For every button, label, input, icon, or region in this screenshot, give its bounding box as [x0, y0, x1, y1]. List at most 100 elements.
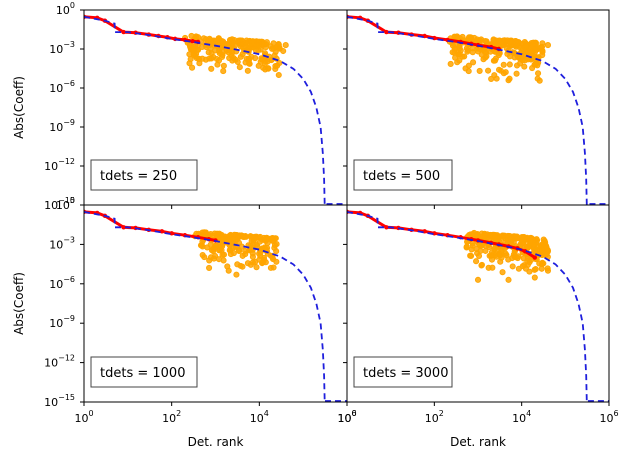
orange-point: [225, 267, 232, 274]
orange-point: [249, 259, 256, 266]
orange-point: [186, 51, 193, 58]
orange-point: [249, 253, 256, 260]
y-tick-label: 10−15: [44, 196, 75, 212]
orange-point: [455, 51, 462, 58]
x-axis-label: Det. rank: [188, 435, 244, 449]
orange-point: [493, 75, 500, 82]
orange-point: [189, 64, 196, 71]
orange-point: [271, 244, 278, 251]
orange-point: [524, 261, 531, 269]
orange-point: [459, 33, 466, 40]
orange-point: [511, 233, 519, 240]
orange-point: [474, 276, 482, 283]
chart-panel-2: tdets = 500: [343, 9, 610, 209]
y-tick-label: 100: [56, 196, 75, 212]
orange-point: [454, 59, 461, 66]
orange-point: [211, 252, 219, 259]
red-trace: [84, 15, 199, 44]
orange-point: [229, 36, 236, 43]
orange-point: [483, 53, 490, 60]
y-axis-label: Abs(Coeff): [12, 76, 26, 139]
orange-point: [190, 43, 197, 50]
orange-point: [280, 47, 287, 55]
legend: tdets = 250: [90, 159, 198, 191]
orange-point: [532, 237, 539, 245]
orange-point: [489, 233, 496, 240]
orange-point: [239, 51, 246, 58]
orange-point: [477, 247, 484, 255]
orange-point: [496, 50, 503, 57]
orange-point: [269, 254, 276, 261]
orange-point: [496, 37, 503, 44]
orange-point: [482, 247, 489, 254]
orange-point: [544, 267, 552, 274]
orange-point: [242, 247, 249, 255]
orange-point: [488, 75, 495, 82]
legend-box: [90, 356, 198, 388]
orange-point: [543, 246, 550, 253]
orange-point: [252, 54, 259, 62]
orange-point: [256, 250, 263, 257]
orange-point: [539, 240, 547, 247]
orange-point: [500, 61, 507, 68]
orange-point: [512, 40, 519, 47]
y-tick-label: 10−6: [49, 79, 75, 95]
orange-point: [226, 246, 234, 253]
orange-point: [504, 37, 511, 44]
orange-point: [249, 234, 256, 241]
orange-point: [213, 55, 220, 63]
legend-label: tdets = 1000: [100, 366, 185, 381]
legend-box: [353, 356, 453, 388]
orange-point: [491, 57, 499, 64]
x-tick-label: 102: [162, 409, 181, 425]
orange-point: [273, 43, 280, 50]
orange-point: [513, 62, 521, 69]
orange-point: [521, 63, 528, 70]
orange-point: [261, 256, 268, 263]
legend: tdets = 500: [353, 159, 453, 191]
legend-box: [90, 159, 198, 191]
x-tick-label: 102: [425, 409, 444, 425]
orange-point: [253, 40, 260, 47]
orange-point: [272, 65, 279, 73]
orange-point: [209, 40, 216, 47]
chart-panel-4: tdets = 3000: [343, 204, 610, 406]
plot-area: [347, 209, 609, 402]
orange-point: [506, 61, 513, 68]
orange-point: [489, 264, 496, 271]
orange-point: [491, 246, 498, 253]
orange-point: [268, 235, 276, 242]
orange-point: [464, 48, 471, 55]
y-tick-label: 100: [56, 1, 75, 17]
orange-point: [187, 56, 194, 63]
orange-point: [219, 251, 226, 258]
panel-frame: [346, 204, 610, 403]
orange-point: [223, 40, 230, 48]
orange-point: [236, 248, 243, 255]
orange-point: [218, 39, 225, 46]
orange-point: [193, 34, 200, 41]
orange-point: [517, 236, 524, 243]
orange-point: [473, 258, 480, 265]
orange-point: [512, 254, 519, 261]
orange-point: [214, 61, 221, 68]
orange-point: [469, 230, 477, 238]
x-tick-label: 104: [512, 409, 531, 425]
orange-point: [515, 265, 522, 272]
plot-area: [84, 209, 347, 402]
plot-area: [347, 14, 609, 205]
orange-point: [539, 249, 546, 256]
orange-point: [470, 59, 477, 66]
orange-point: [527, 46, 534, 53]
orange-point: [540, 260, 547, 267]
panels-layer: tdets = 250 tdets = 500 tdets = 1000 tdets …: [80, 9, 610, 406]
legend-box: [353, 159, 453, 191]
plot-area: [84, 14, 347, 205]
orange-point: [513, 70, 520, 77]
orange-point: [197, 242, 205, 249]
orange-point: [233, 271, 240, 278]
orange-point: [498, 42, 505, 49]
orange-point: [236, 64, 243, 71]
orange-point: [456, 45, 463, 52]
